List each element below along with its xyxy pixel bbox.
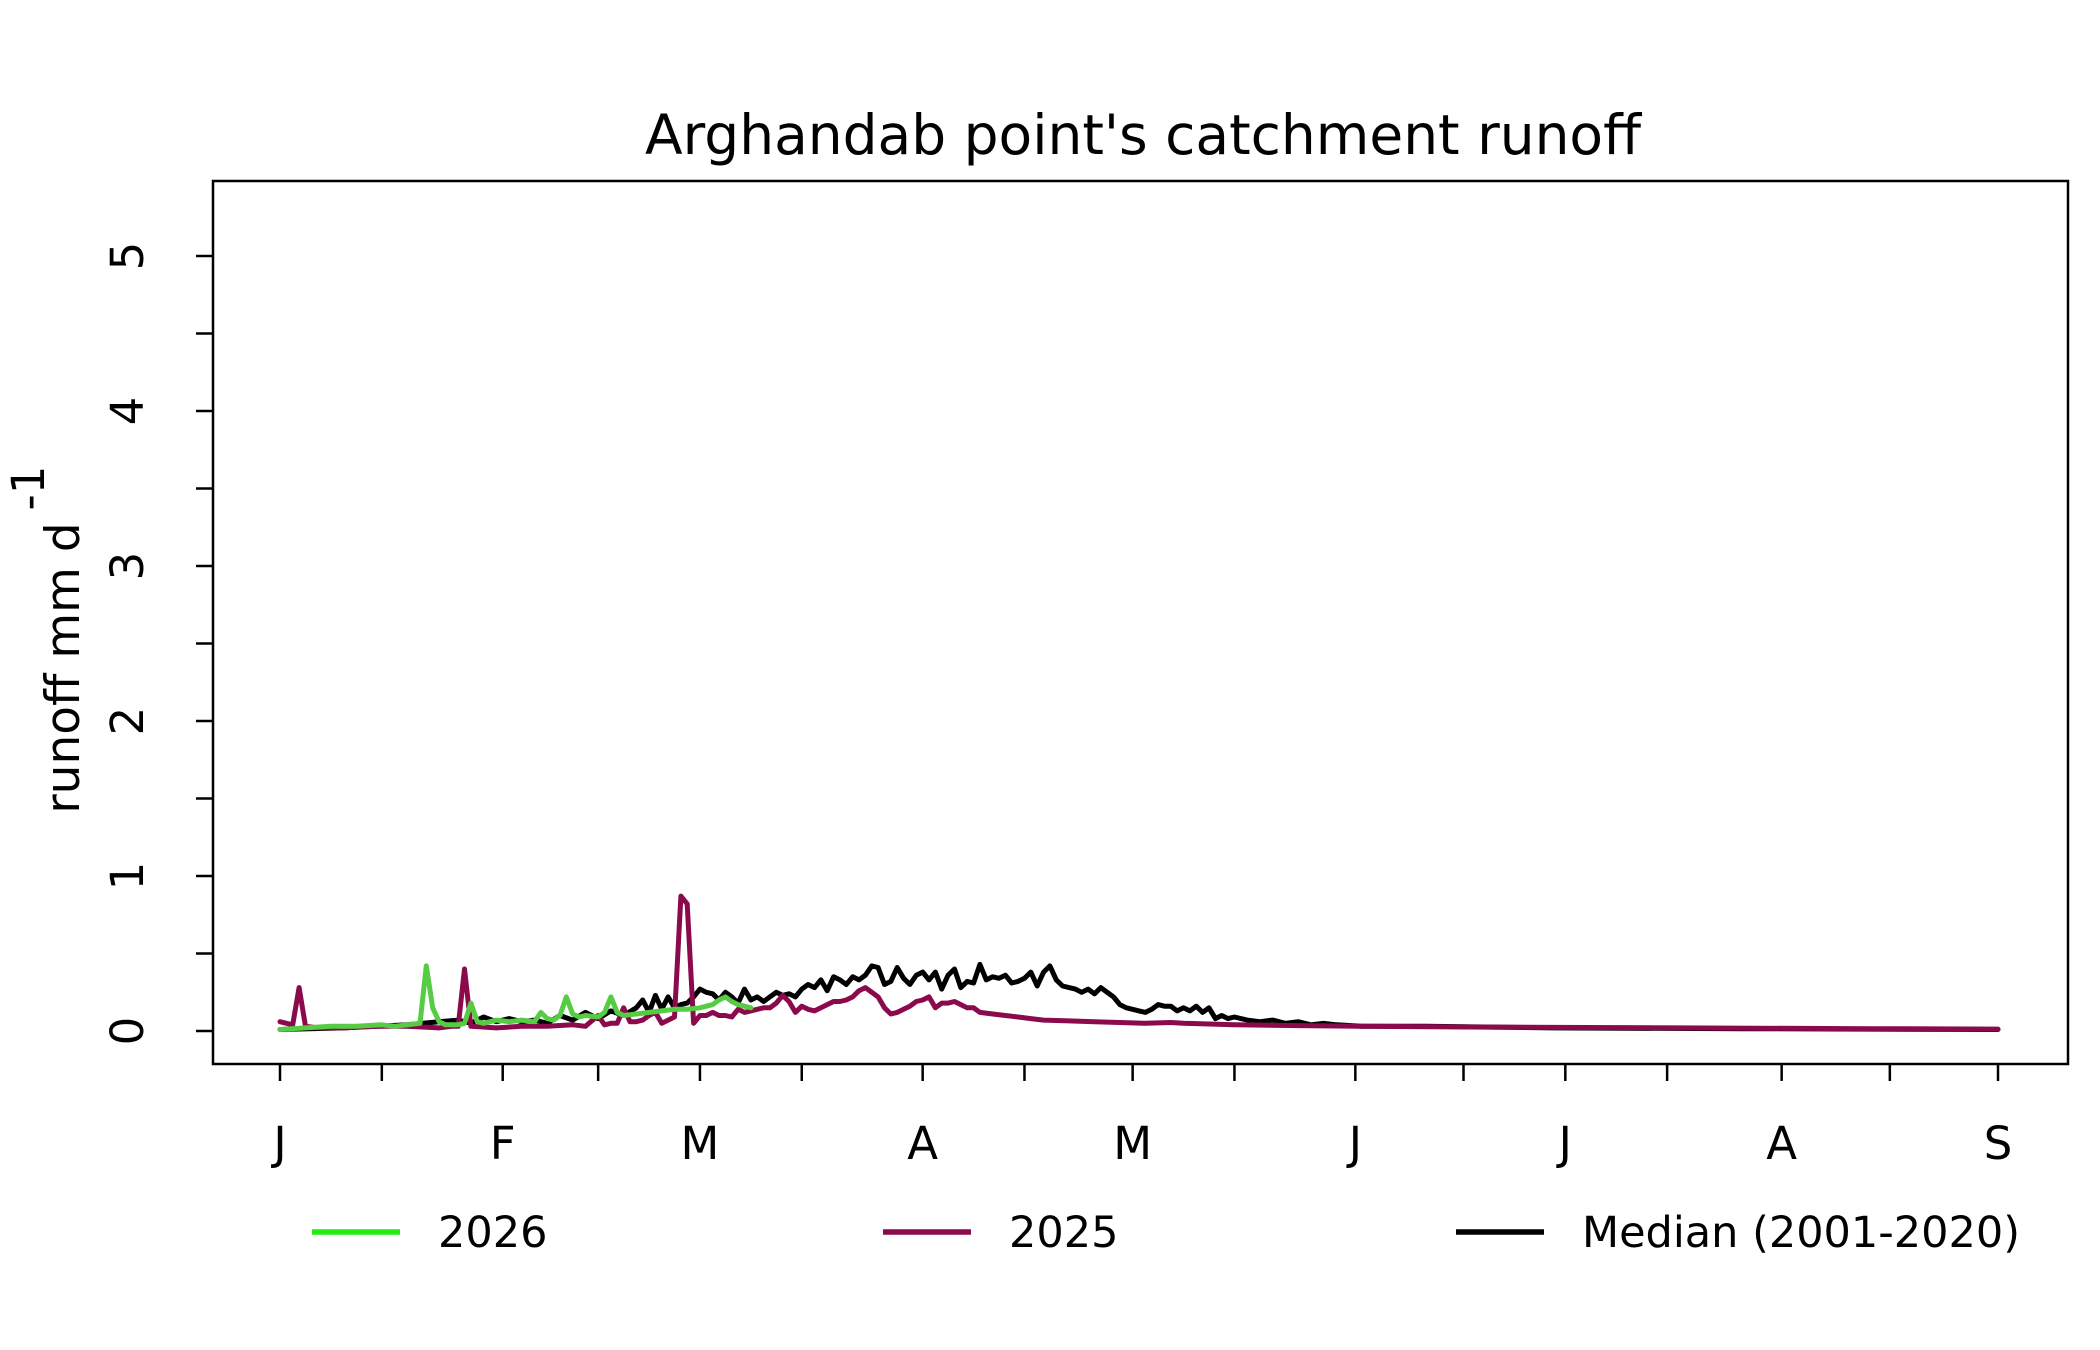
x-tick-label: M: [681, 1117, 720, 1170]
x-tick-label: M: [1113, 1117, 1152, 1170]
y-tick-label: 5: [101, 242, 154, 271]
series-line-median-2001-2020: [277, 961, 2001, 1032]
legend-label: 2025: [1009, 1208, 1118, 1258]
y-axis: 0 1 2 3 4 5: [101, 242, 213, 1046]
legend: 2026 2025 Median (2001-2020): [312, 1208, 2020, 1258]
x-tick-label: F: [490, 1117, 516, 1170]
y-axis-label: runoff mm d: [36, 522, 91, 813]
y-tick-label: 4: [101, 397, 154, 426]
legend-label: 2026: [438, 1208, 547, 1258]
y-tick-label: 1: [101, 862, 154, 891]
y-tick-label: 0: [101, 1017, 154, 1046]
y-tick-label: 2: [101, 707, 154, 736]
chart-title: Arghandab point's catchment runoff: [645, 103, 1642, 167]
x-tick-label: J: [1346, 1117, 1362, 1170]
y-axis-label-superscript: -1: [2, 466, 55, 511]
x-tick-label: J: [270, 1117, 286, 1170]
legend-label: Median (2001-2020): [1582, 1208, 2020, 1258]
series-line-2025: [277, 893, 2001, 1032]
y-axis-label-text: runoff mm d: [36, 522, 91, 813]
series-line-2026: [277, 963, 754, 1032]
x-tick-label: A: [907, 1117, 938, 1170]
x-tick-label: S: [1984, 1117, 2013, 1170]
y-tick-label: 3: [101, 552, 154, 581]
series-layer: [277, 893, 2001, 1032]
x-tick-label: A: [1766, 1117, 1797, 1170]
plot-frame: [211, 179, 2070, 1066]
x-tick-label: J: [1556, 1117, 1572, 1170]
